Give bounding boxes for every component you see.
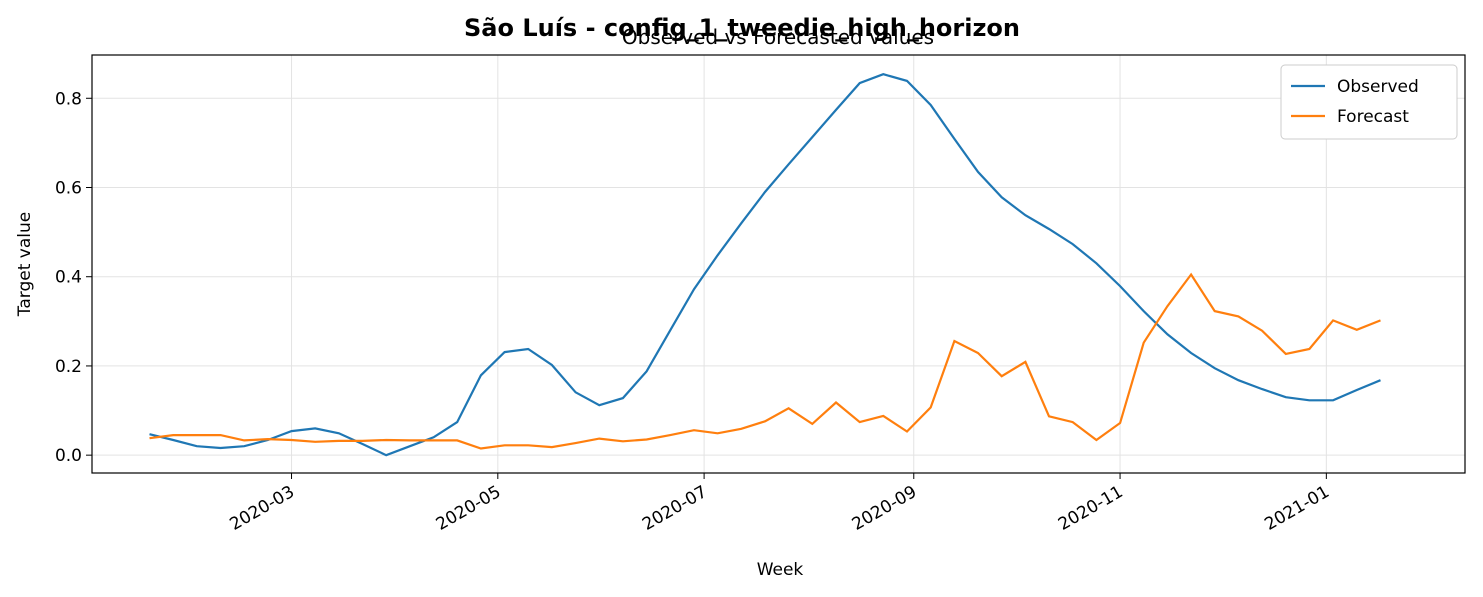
chart-subtitle: Observed vs Forecasted values: [622, 25, 934, 49]
data-line: [149, 73, 1381, 457]
x-axis-label: Week: [757, 560, 804, 580]
legend-label: Observed: [1337, 77, 1419, 97]
y-tick-label: 0.8: [55, 89, 82, 109]
x-tick-label: 2020-05: [433, 482, 505, 535]
legend-label: Forecast: [1337, 107, 1409, 127]
x-tick-label: 2020-07: [639, 482, 711, 535]
x-tick-label: 2020-09: [849, 482, 921, 535]
x-tick-label: 2021-01: [1261, 482, 1333, 535]
y-tick-label: 0.2: [55, 357, 82, 377]
x-tick-label: 2020-03: [227, 482, 299, 535]
x-tick-label: 2020-11: [1055, 482, 1127, 535]
data-line: [149, 272, 1381, 450]
y-tick-label: 0.4: [55, 268, 82, 288]
y-axis-label: Target value: [15, 212, 35, 317]
chart-title: São Luís - config_1_tweedie_high_horizon: [464, 14, 1020, 42]
plot-frame: [91, 54, 1466, 474]
y-tick-label: 0.6: [55, 178, 82, 198]
legend-box: [1280, 64, 1458, 140]
y-tick-label: 0.0: [55, 446, 82, 466]
